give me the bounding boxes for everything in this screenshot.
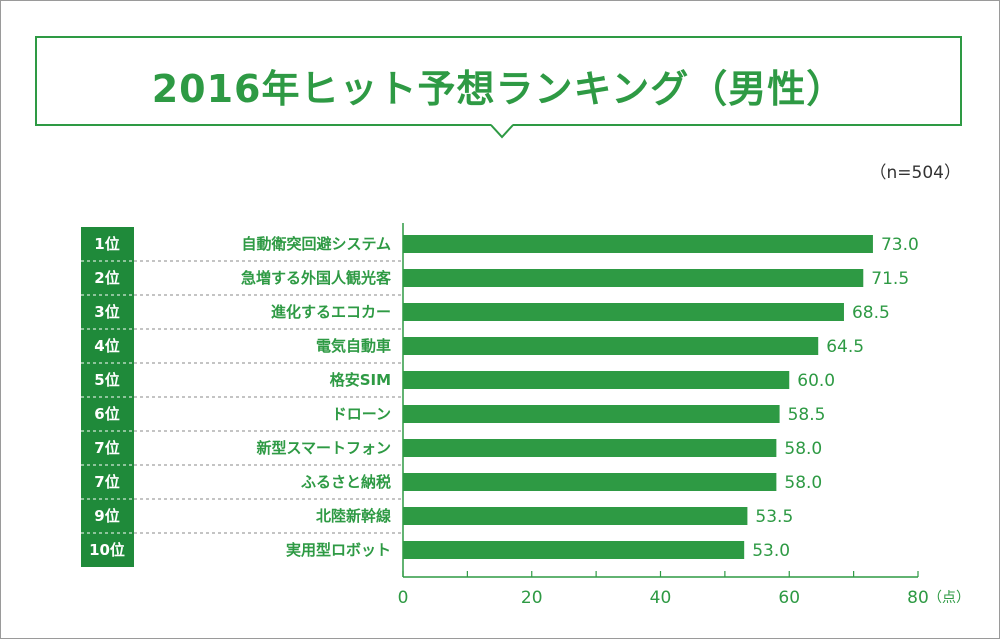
x-tick-label: 20 — [521, 588, 543, 608]
category-label: 電気自動車 — [316, 337, 391, 355]
x-unit-label: （点） — [928, 590, 970, 606]
value-label: 58.0 — [784, 473, 822, 493]
sample-size-note: （n=504） — [869, 163, 961, 183]
category-label: ドローン — [332, 405, 391, 423]
rank-label: 5位 — [94, 371, 119, 389]
bar — [403, 473, 777, 491]
category-label: ふるさと納税 — [301, 473, 391, 491]
rank-label: 6位 — [94, 405, 119, 423]
x-tick-label: 0 — [398, 588, 409, 608]
bar — [403, 235, 873, 253]
bar — [403, 439, 777, 457]
value-label: 71.5 — [871, 269, 909, 289]
bar — [403, 405, 780, 423]
rank-label: 10位 — [89, 541, 125, 559]
value-label: 53.5 — [755, 507, 793, 527]
x-tick-label: 40 — [650, 588, 672, 608]
x-tick-label: 60 — [778, 588, 800, 608]
value-label: 64.5 — [826, 337, 864, 357]
rank-label: 4位 — [94, 337, 119, 355]
bar — [403, 303, 844, 321]
bar — [403, 507, 748, 525]
category-label: 急増する外国人観光客 — [241, 269, 392, 287]
bar — [403, 269, 864, 287]
value-label: 58.5 — [788, 405, 826, 425]
category-label: 北陸新幹線 — [316, 507, 391, 525]
category-label: 進化するエコカー — [271, 303, 391, 321]
bar — [403, 371, 790, 389]
category-label: 格安SIM — [330, 371, 391, 389]
category-label: 実用型ロボット — [286, 541, 391, 559]
category-label: 自動衛突回避システム — [241, 235, 391, 253]
value-label: 60.0 — [797, 371, 835, 391]
bar — [403, 541, 745, 559]
title-pointer — [490, 124, 514, 139]
value-label: 58.0 — [784, 439, 822, 459]
category-label: 新型スマートフォン — [256, 439, 391, 457]
value-label: 53.0 — [752, 541, 790, 561]
bar — [403, 337, 819, 355]
rank-label: 7位 — [94, 439, 119, 457]
rank-label: 7位 — [94, 473, 119, 491]
x-tick-label: 80 — [907, 588, 929, 608]
rank-label: 3位 — [94, 303, 119, 321]
value-label: 68.5 — [852, 303, 890, 323]
rank-label: 9位 — [94, 507, 119, 525]
rank-label: 1位 — [94, 235, 119, 253]
rank-label: 2位 — [94, 269, 119, 287]
chart-title: 2016年ヒット予想ランキング（男性） — [151, 67, 846, 111]
title-box: 2016年ヒット予想ランキング（男性） — [35, 36, 962, 126]
value-label: 73.0 — [881, 235, 919, 255]
